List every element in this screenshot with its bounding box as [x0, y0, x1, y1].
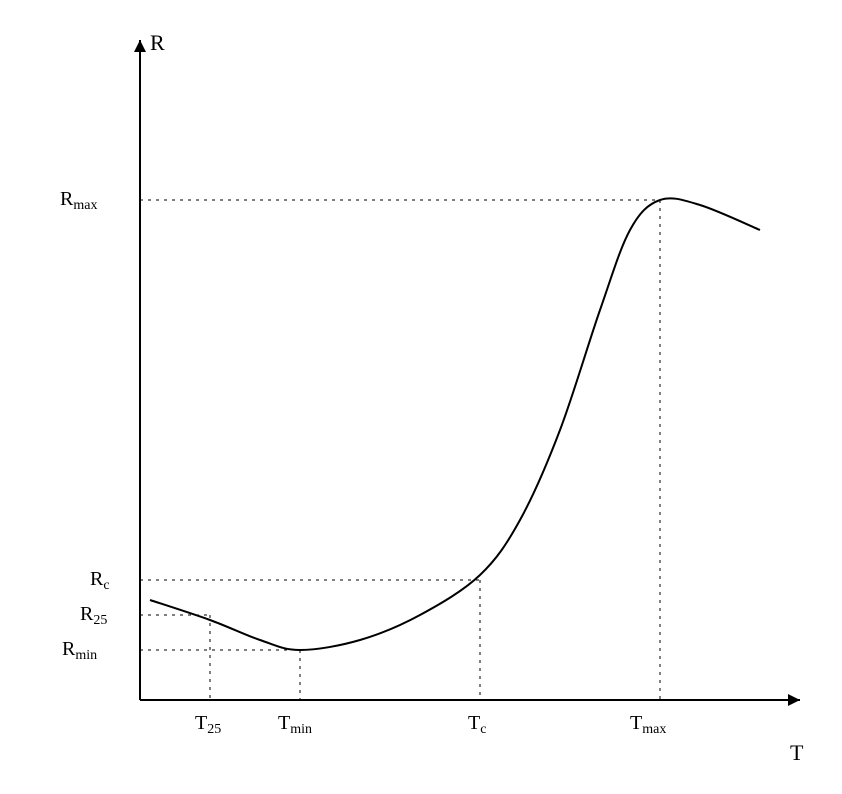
rt-curve-chart: R T Rmax Rc R25 Rmin T25 Tmin Tc Tmax	[0, 0, 842, 794]
chart-svg	[0, 0, 842, 794]
x-tick-tc: Tc	[468, 712, 486, 738]
y-tick-rc: Rc	[90, 568, 110, 594]
x-tick-t25: T25	[195, 712, 221, 738]
y-tick-rmax: Rmax	[60, 188, 97, 214]
y-axis-label: R	[150, 30, 165, 56]
y-tick-r25: R25	[80, 603, 107, 629]
x-tick-tmax: Tmax	[630, 712, 666, 738]
x-tick-tmin: Tmin	[278, 712, 312, 738]
y-tick-rmin: Rmin	[62, 638, 97, 664]
x-axis-label: T	[790, 740, 803, 766]
